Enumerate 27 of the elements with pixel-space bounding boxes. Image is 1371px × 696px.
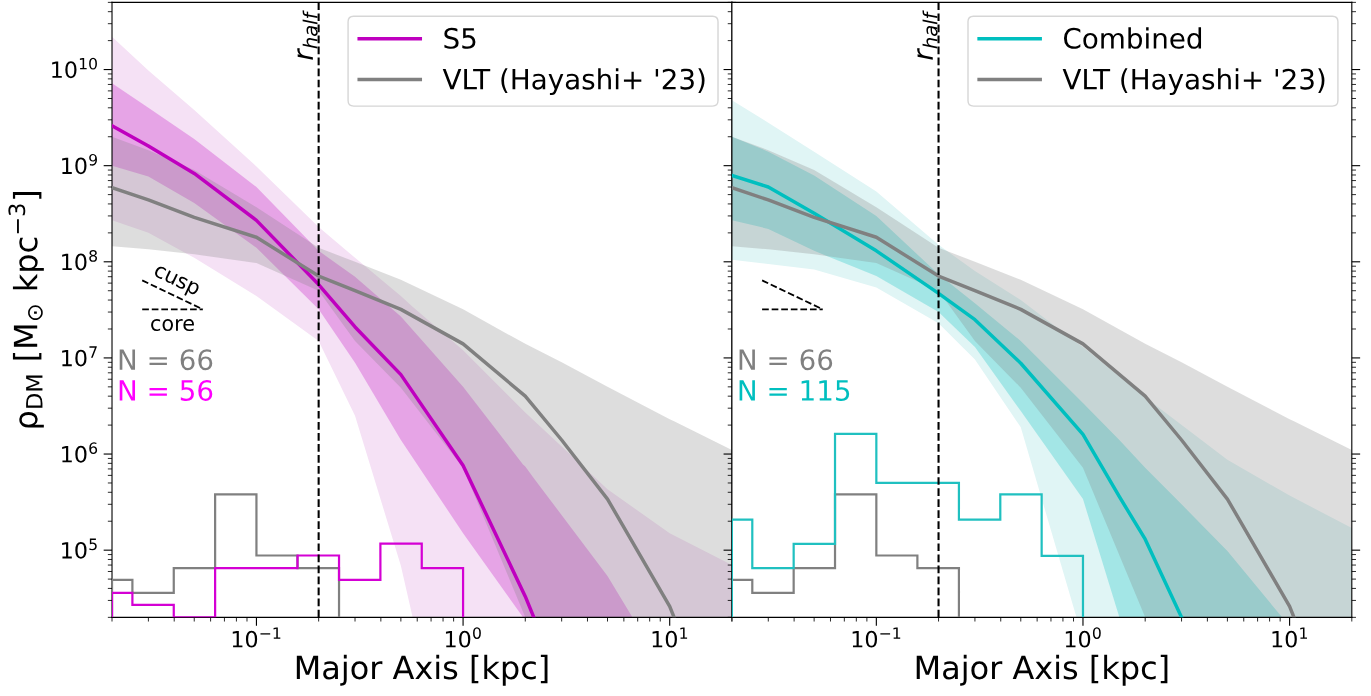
annotation: cusp xyxy=(151,264,201,300)
x-tick-label: 10$^{−1}$ xyxy=(852,627,901,648)
x-tick-label: 10$^{0}$ xyxy=(445,627,481,648)
annotation: N = 56 xyxy=(119,379,213,401)
annotation: core xyxy=(151,319,194,332)
legend-label: VLT (Hayashi+ '23) xyxy=(1062,68,1325,96)
annotation: N = 66 xyxy=(739,349,833,371)
annotation: N = 115 xyxy=(739,380,850,401)
legend-label: S5 xyxy=(444,27,476,49)
annotation: N = 66 xyxy=(119,349,213,371)
x-tick-label: 10$^{0}$ xyxy=(1065,627,1101,648)
y-tick-label: 10$^{9}$ xyxy=(62,153,97,175)
x-axis-title: Major Axis [kpc] xyxy=(916,654,1168,686)
x-axis-title: Major Axis [kpc] xyxy=(296,654,548,686)
y-tick-label: 10$^{5}$ xyxy=(62,538,97,559)
x-tick-label: 10$^{1}$ xyxy=(1272,627,1307,648)
x-tick-label: 10$^{−1}$ xyxy=(232,627,281,648)
x-tick-label: 10$^{1}$ xyxy=(652,627,688,648)
legend-label: VLT (Hayashi+ '23) xyxy=(442,68,705,96)
y-tick-label: 10$^{7}$ xyxy=(62,346,97,367)
y-tick-label: 10$^{8}$ xyxy=(62,250,98,271)
y-axis-title: ρ$_{DM}$ [M$_{⊙}$ kpc$^{−3}$] xyxy=(8,192,44,428)
legend-label: Combined xyxy=(1063,27,1202,49)
y-tick-label: 10$^{6}$ xyxy=(62,442,98,463)
y-tick-label: 10$^{10}$ xyxy=(52,57,97,79)
ref-line-label: r$_{half}$ xyxy=(917,10,938,60)
ref-line-label: r$_{half}$ xyxy=(297,10,318,60)
